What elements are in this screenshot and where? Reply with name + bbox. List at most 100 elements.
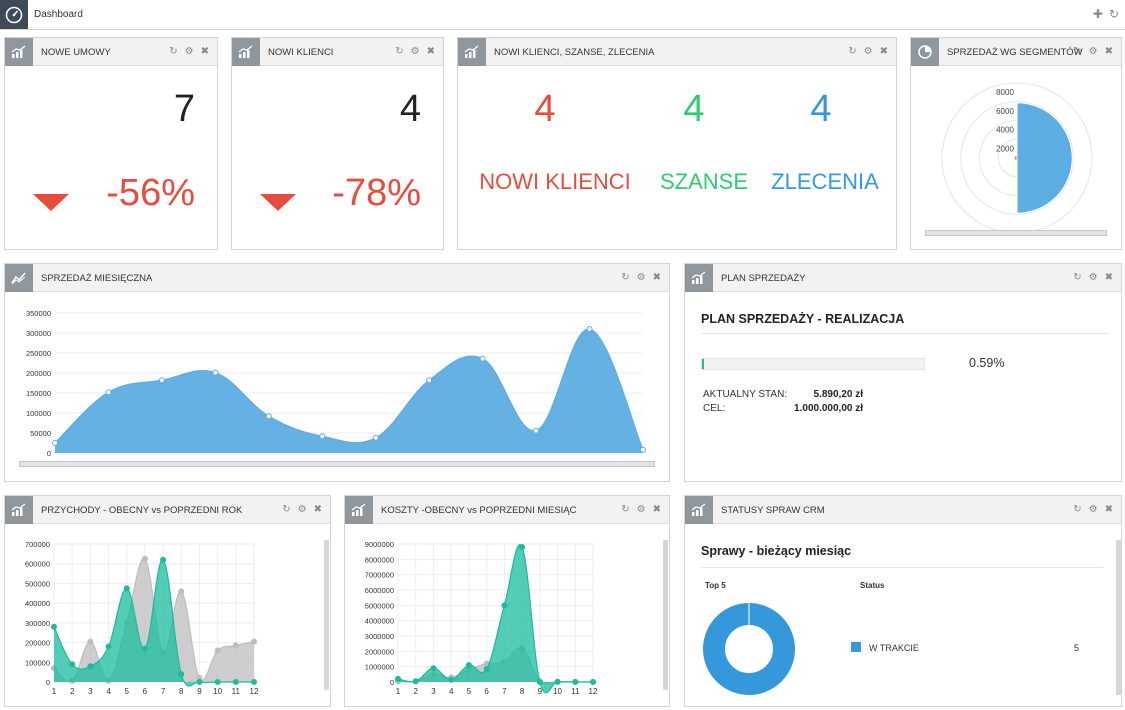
- gear-icon[interactable]: ⚙: [297, 504, 307, 515]
- y-tick-label: 300000: [26, 329, 51, 338]
- close-icon[interactable]: ✖: [1104, 46, 1113, 57]
- chart-icon: [232, 38, 260, 66]
- gear-icon[interactable]: ⚙: [636, 504, 646, 515]
- divider: [701, 333, 1109, 334]
- close-icon[interactable]: ✖: [313, 504, 322, 515]
- y-tick-label: 3000000: [365, 632, 394, 641]
- data-point: [196, 679, 203, 685]
- data-point: [87, 638, 94, 645]
- refresh-icon[interactable]: ↻: [169, 46, 178, 57]
- y-tick-label: 5000000: [365, 601, 394, 610]
- gear-icon[interactable]: ⚙: [1088, 46, 1098, 57]
- x-tick-label: 9: [538, 687, 543, 696]
- y-tick-label: 300000: [25, 619, 50, 628]
- refresh-icon[interactable]: ↻: [848, 46, 857, 57]
- gear-icon[interactable]: ⚙: [1088, 504, 1098, 515]
- dashboard-gauge-icon: [0, 0, 28, 29]
- x-tick-label: 12: [589, 687, 598, 696]
- gear-icon[interactable]: ⚙: [184, 46, 194, 57]
- close-icon[interactable]: ✖: [879, 46, 888, 57]
- refresh-icon[interactable]: ↻: [1108, 7, 1119, 21]
- chart-icon: [685, 496, 713, 524]
- close-icon[interactable]: ✖: [652, 504, 661, 515]
- data-point: [52, 440, 58, 446]
- x-tick-label: 9: [197, 687, 202, 696]
- x-tick-label: 5: [125, 687, 130, 696]
- y-tick-label: 2000000: [365, 647, 394, 656]
- gear-icon[interactable]: ⚙: [1088, 272, 1098, 283]
- vertical-scrollbar[interactable]: [1116, 540, 1121, 695]
- close-icon[interactable]: ✖: [1104, 504, 1113, 515]
- y-tick-label: 250000: [26, 349, 51, 358]
- y-tick-label: 7000000: [365, 571, 394, 580]
- plan-progress-percent: 0.59%: [969, 356, 1005, 370]
- data-point: [519, 544, 526, 551]
- x-tick-label: 8: [179, 687, 184, 696]
- panel-plan-sprzedazy: PLAN SPRZEDAŻY ↻ ⚙ ✖ PLAN SPRZEDAŻY - REAL…: [684, 263, 1122, 482]
- data-point: [572, 679, 579, 685]
- legend-value: 5: [1074, 643, 1080, 653]
- data-point: [554, 679, 561, 685]
- data-point: [69, 661, 76, 668]
- polar-slice-1: [1016, 102, 1073, 214]
- gear-icon[interactable]: ⚙: [636, 272, 646, 283]
- chart-scrollbar[interactable]: [19, 461, 655, 467]
- legend-swatch: [851, 642, 861, 652]
- data-point: [178, 588, 185, 595]
- close-icon[interactable]: ✖: [652, 272, 661, 283]
- data-point: [536, 679, 543, 685]
- x-tick-label: 10: [213, 687, 222, 696]
- down-arrow-icon: [33, 194, 69, 211]
- data-point: [105, 389, 112, 396]
- data-point: [265, 413, 272, 420]
- data-point: [232, 679, 239, 685]
- data-point: [232, 642, 239, 649]
- y-tick-label: 0: [47, 449, 51, 458]
- polar-tick-label: 6000: [996, 107, 1014, 116]
- kpi-value: 7: [173, 88, 195, 130]
- gear-icon[interactable]: ⚙: [863, 46, 873, 57]
- close-icon[interactable]: ✖: [426, 46, 435, 57]
- chart-scrollbar[interactable]: [925, 230, 1107, 236]
- status-donut-chart: [703, 603, 795, 695]
- refresh-icon[interactable]: ↻: [395, 46, 404, 57]
- x-tick-label: 4: [106, 687, 111, 696]
- kpi-change: -56%: [106, 172, 195, 214]
- vertical-scrollbar[interactable]: [324, 540, 329, 690]
- data-point: [251, 679, 257, 685]
- y-tick-label: 0: [46, 678, 50, 687]
- data-point: [160, 556, 167, 563]
- polar-tick-label: 4000: [996, 126, 1014, 135]
- refresh-icon[interactable]: ↻: [1073, 272, 1082, 283]
- refresh-icon[interactable]: ↻: [621, 272, 630, 283]
- line-chart-icon: [5, 264, 33, 292]
- x-tick-label: 2: [414, 687, 419, 696]
- y-tick-label: 100000: [26, 409, 51, 418]
- refresh-icon[interactable]: ↻: [1073, 46, 1082, 57]
- polar-tick-label: 8000: [996, 88, 1014, 97]
- panel-title: NOWI KLIENCI: [268, 47, 334, 58]
- x-tick-label: 6: [143, 687, 148, 696]
- plus-icon[interactable]: ✚: [1092, 7, 1103, 21]
- refresh-icon[interactable]: ↻: [621, 504, 630, 515]
- close-icon[interactable]: ✖: [200, 46, 209, 57]
- data-point: [372, 434, 379, 441]
- current-value: 5.890,20 zł: [813, 389, 863, 400]
- data-point: [412, 678, 419, 685]
- y-tick-label: 6000000: [365, 586, 394, 595]
- panel-title: NOWI KLIENCI, SZANSE, ZLECENIA: [494, 47, 655, 58]
- refresh-icon[interactable]: ↻: [1073, 504, 1082, 515]
- panel-przychody: PRZYCHODY - OBECNY vs POPRZEDNI ROK ↻ ⚙ ✖ …: [4, 495, 331, 707]
- refresh-icon[interactable]: ↻: [282, 504, 291, 515]
- y-tick-label: 4000000: [365, 617, 394, 626]
- panel-nowe-umowy: NOWE UMOWY ↻ ⚙ ✖ 7 -56%: [4, 37, 218, 250]
- vertical-scrollbar[interactable]: [663, 540, 668, 690]
- panel-statusy-crm: STATUSY SPRAW CRM ↻ ⚙ ✖ Sprawy - bieżący m…: [684, 495, 1122, 707]
- kpi-value-zlecenia: 4: [810, 88, 832, 130]
- x-tick-label: 5: [467, 687, 472, 696]
- col-top5: Top 5: [705, 581, 726, 590]
- x-tick-label: 2: [70, 687, 75, 696]
- y-tick-label: 8000000: [365, 555, 394, 564]
- close-icon[interactable]: ✖: [1104, 272, 1113, 283]
- gear-icon[interactable]: ⚙: [410, 46, 420, 57]
